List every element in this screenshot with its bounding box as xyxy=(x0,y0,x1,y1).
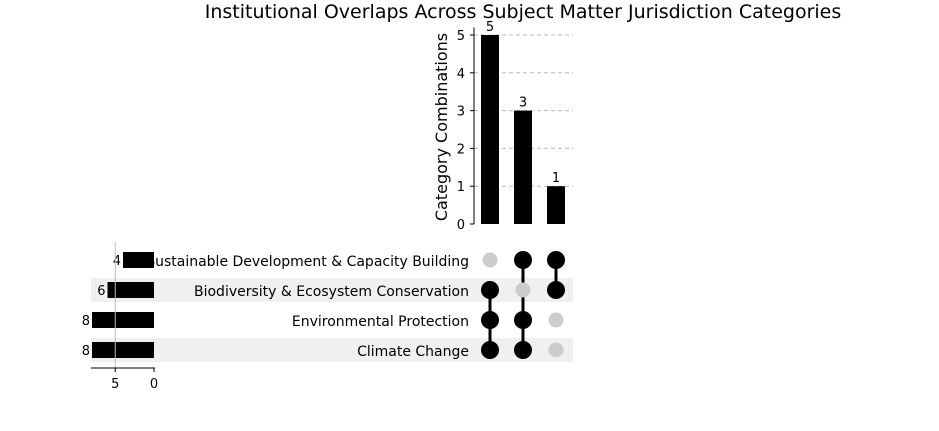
active-dot xyxy=(514,311,532,329)
active-dot xyxy=(547,251,565,269)
set-size-bar xyxy=(107,282,154,298)
active-dot xyxy=(514,341,532,359)
bar-value-label: 3 xyxy=(519,96,527,111)
set-label: Sustainable Development & Capacity Build… xyxy=(146,254,469,270)
set-size-tick-label: 5 xyxy=(111,377,119,392)
set-size-bar xyxy=(123,252,154,268)
y-tick-label: 5 xyxy=(457,29,465,44)
active-dot xyxy=(547,281,565,299)
chart-title: Institutional Overlaps Across Subject Ma… xyxy=(205,1,842,23)
active-dot xyxy=(481,341,499,359)
y-tick-label: 2 xyxy=(457,142,465,157)
intersection-bars: 5 3 1 xyxy=(481,20,565,224)
inactive-dot xyxy=(482,252,498,268)
inactive-dot xyxy=(515,282,531,298)
y-tick-label: 0 xyxy=(457,218,465,233)
active-dot xyxy=(481,311,499,329)
set-labels: Sustainable Development & Capacity Build… xyxy=(146,254,469,360)
set-size-bar xyxy=(92,342,154,358)
row-stripe xyxy=(91,338,573,362)
y-tick-label: 4 xyxy=(457,67,465,82)
set-size-label: 8 xyxy=(82,344,90,359)
y-tick-label: 3 xyxy=(457,105,465,120)
intersection-bar xyxy=(547,186,565,224)
y-axis-label: Category Combinations xyxy=(432,33,451,221)
intersection-bar xyxy=(481,35,499,224)
bar-value-label: 1 xyxy=(552,171,560,186)
intersection-bar xyxy=(514,110,532,224)
set-size-tick-label: 0 xyxy=(150,377,158,392)
set-size-bar xyxy=(92,312,154,328)
set-size-label: 8 xyxy=(82,314,90,329)
membership-matrix xyxy=(481,251,565,359)
active-dot xyxy=(481,281,499,299)
inactive-dot xyxy=(548,342,564,358)
set-size-label: 6 xyxy=(97,284,105,299)
bar-value-label: 5 xyxy=(486,20,494,35)
set-label: Climate Change xyxy=(357,344,469,360)
set-label: Biodiversity & Ecosystem Conservation xyxy=(194,284,469,300)
y-tick-label: 1 xyxy=(457,180,465,195)
set-label: Environmental Protection xyxy=(292,314,469,330)
active-dot xyxy=(514,251,532,269)
inactive-dot xyxy=(548,312,564,328)
set-size-label: 4 xyxy=(113,254,121,269)
y-axis: 0 1 2 3 4 5 xyxy=(457,27,475,233)
